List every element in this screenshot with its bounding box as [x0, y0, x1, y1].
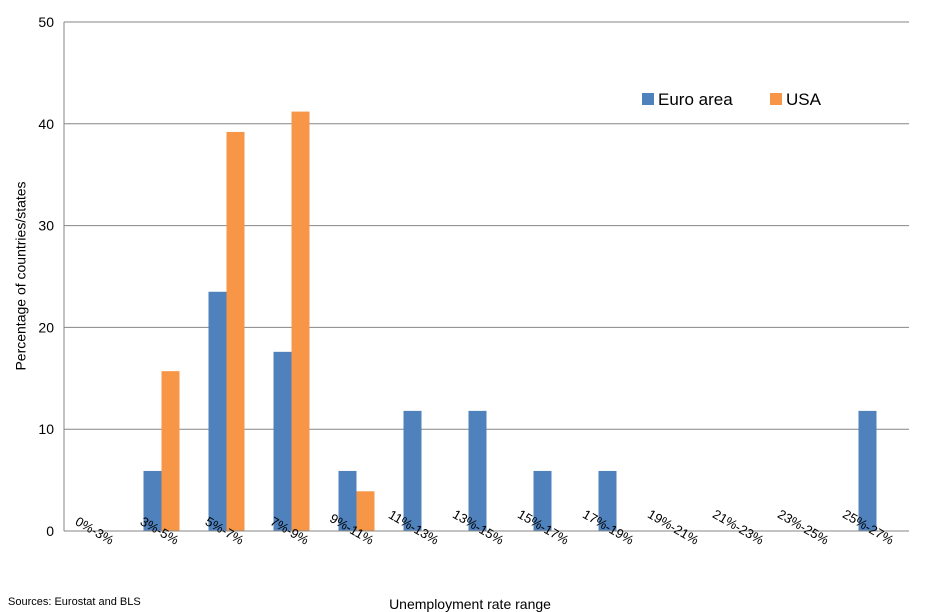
y-tick-label: 30	[38, 218, 54, 234]
y-tick-label: 40	[38, 116, 54, 132]
gridlines	[64, 21, 909, 430]
bar-euro-area-6	[468, 410, 487, 531]
bar-euro-area-5	[403, 410, 422, 531]
bars	[143, 111, 877, 532]
y-tick-label: 10	[38, 421, 54, 437]
legend-label-usa: USA	[786, 90, 822, 109]
x-tick-label: 23%-25%	[775, 506, 832, 547]
bar-euro-area-4	[338, 470, 357, 531]
x-tick-label: 21%-23%	[710, 506, 767, 547]
bar-euro-area-12	[858, 410, 877, 531]
bar-euro-area-8	[598, 470, 617, 531]
y-tick-labels: 0 10 20 30 40 50	[38, 14, 54, 539]
bar-euro-area-3	[273, 351, 292, 531]
x-axis-title: Unemployment rate range	[389, 596, 551, 612]
x-tick-label: 19%-21%	[645, 506, 702, 547]
bar-usa-1	[161, 371, 180, 531]
bar-euro-area-1	[143, 470, 162, 531]
legend-swatch-euro-area	[642, 93, 654, 105]
bar-euro-area-2	[208, 291, 227, 531]
legend-swatch-usa	[770, 93, 782, 105]
bar-usa-3	[291, 111, 310, 532]
bar-usa-4	[356, 491, 375, 531]
y-tick-label: 50	[38, 14, 54, 30]
legend: Euro area USA	[642, 90, 822, 109]
bar-usa-2	[226, 131, 245, 531]
bar-euro-area-7	[533, 470, 552, 531]
y-tick-label: 20	[38, 319, 54, 335]
y-axis-title: Percentage of countries/states	[13, 181, 29, 370]
y-tick-label: 0	[46, 523, 54, 539]
legend-label-euro-area: Euro area	[658, 90, 733, 109]
source-note: Sources: Eurostat and BLS	[8, 596, 141, 608]
